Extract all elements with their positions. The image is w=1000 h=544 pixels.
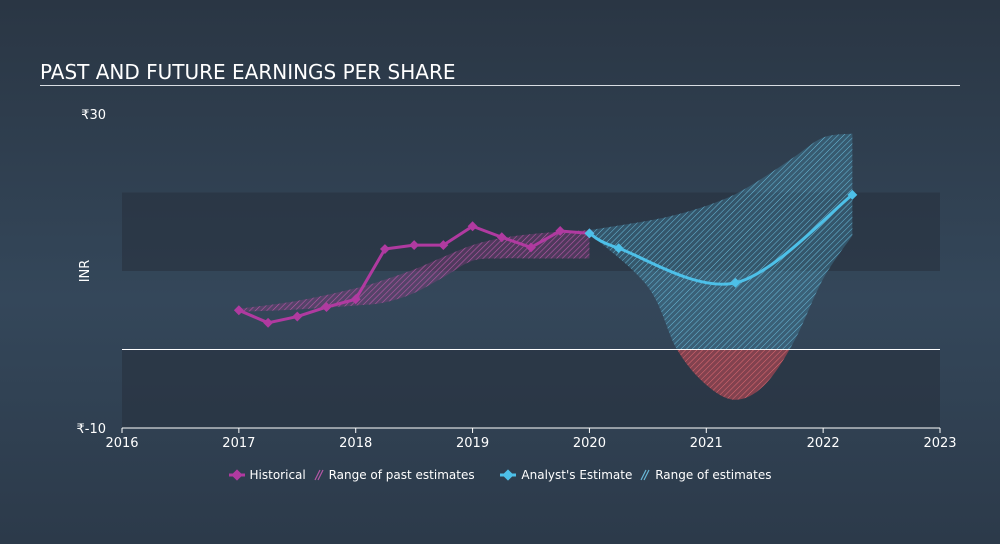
historical-point[interactable] [263,317,274,328]
legend-past-range[interactable]: Range of past estimates [314,468,475,482]
historical-point[interactable] [496,232,507,243]
y-axis-label: INR [78,260,93,283]
historical-point[interactable] [438,240,449,251]
x-tick-label: 2018 [339,436,372,451]
historical-point[interactable] [350,294,361,305]
legend-future-range-label: Range of estimates [655,468,772,482]
x-tick-label: 2017 [222,436,255,451]
estimate-swatch-icon [500,469,517,481]
legend-past-range-label: Range of past estimates [328,468,475,482]
historical-point[interactable] [292,311,303,322]
y-tick-label: ₹-10 [76,422,106,437]
historical-point[interactable] [555,226,566,236]
legend-estimate-label: Analyst's Estimate [521,468,633,482]
chart-legend: Historical Range of past estimates Analy… [0,468,1000,484]
historical-point[interactable] [233,305,244,316]
y-tick-label: ₹30 [81,108,106,123]
past-range-swatch-icon [314,469,324,481]
negative-region [122,349,940,428]
estimate-point[interactable] [730,277,741,288]
chart-title: PAST AND FUTURE EARNINGS PER SHARE [40,60,456,84]
legend-future-range[interactable]: Range of estimates [640,468,771,482]
historical-point[interactable] [321,302,332,313]
estimate-point[interactable] [613,243,624,254]
x-tick-label: 2023 [923,436,956,451]
future-estimate-range-negative [677,349,790,400]
future-range-swatch-icon [640,469,650,481]
future-estimate-range [589,133,853,350]
legend-estimate[interactable]: Analyst's Estimate [500,468,632,482]
historical-point[interactable] [379,244,390,254]
historical-point[interactable] [467,221,478,232]
title-divider [40,85,960,86]
x-tick-label: 2022 [807,436,840,451]
x-tick-label: 2021 [690,436,723,451]
historical-point[interactable] [526,242,536,253]
x-tick-label: 2020 [573,436,606,451]
past-estimate-range [238,230,590,312]
estimate-point[interactable] [847,189,858,200]
estimate-point[interactable] [584,228,595,239]
estimate-line [588,193,854,286]
legend-historical-label: Historical [249,468,306,482]
historical-swatch-icon [228,469,245,481]
legend-historical[interactable]: Historical [228,468,306,482]
x-tick-label: 2016 [105,436,138,451]
x-tick-label: 2019 [456,436,489,451]
historical-point[interactable] [409,240,420,251]
